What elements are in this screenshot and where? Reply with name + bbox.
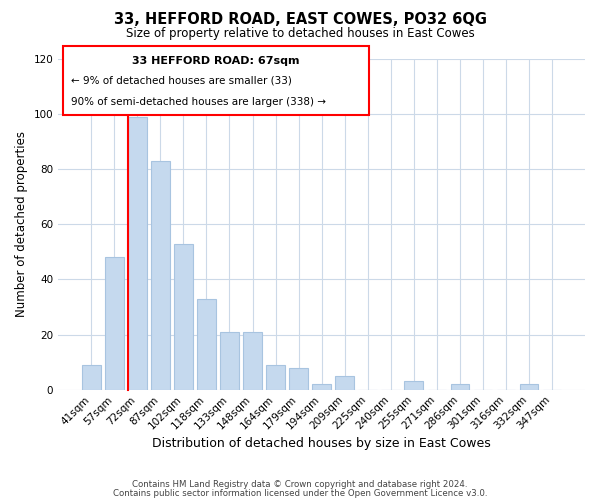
Bar [151,161,170,390]
Text: Contains public sector information licensed under the Open Government Licence v3: Contains public sector information licen… [113,488,487,498]
Text: ← 9% of detached houses are smaller (33): ← 9% of detached houses are smaller (33) [71,76,292,86]
Bar [82,365,101,390]
Bar [451,384,469,390]
Bar [404,382,423,390]
Bar [313,384,331,390]
Bar [335,376,354,390]
Bar [105,258,124,390]
Text: Contains HM Land Registry data © Crown copyright and database right 2024.: Contains HM Land Registry data © Crown c… [132,480,468,489]
Bar [174,244,193,390]
Text: 33 HEFFORD ROAD: 67sqm: 33 HEFFORD ROAD: 67sqm [133,56,300,66]
X-axis label: Distribution of detached houses by size in East Cowes: Distribution of detached houses by size … [152,437,491,450]
Y-axis label: Number of detached properties: Number of detached properties [15,132,28,318]
FancyBboxPatch shape [64,46,369,115]
Text: 33, HEFFORD ROAD, EAST COWES, PO32 6QG: 33, HEFFORD ROAD, EAST COWES, PO32 6QG [113,12,487,28]
Bar [197,299,215,390]
Text: 90% of semi-detached houses are larger (338) →: 90% of semi-detached houses are larger (… [71,97,326,107]
Bar [266,365,285,390]
Bar [128,117,146,390]
Bar [243,332,262,390]
Bar [520,384,538,390]
Bar [220,332,239,390]
Bar [289,368,308,390]
Text: Size of property relative to detached houses in East Cowes: Size of property relative to detached ho… [125,28,475,40]
